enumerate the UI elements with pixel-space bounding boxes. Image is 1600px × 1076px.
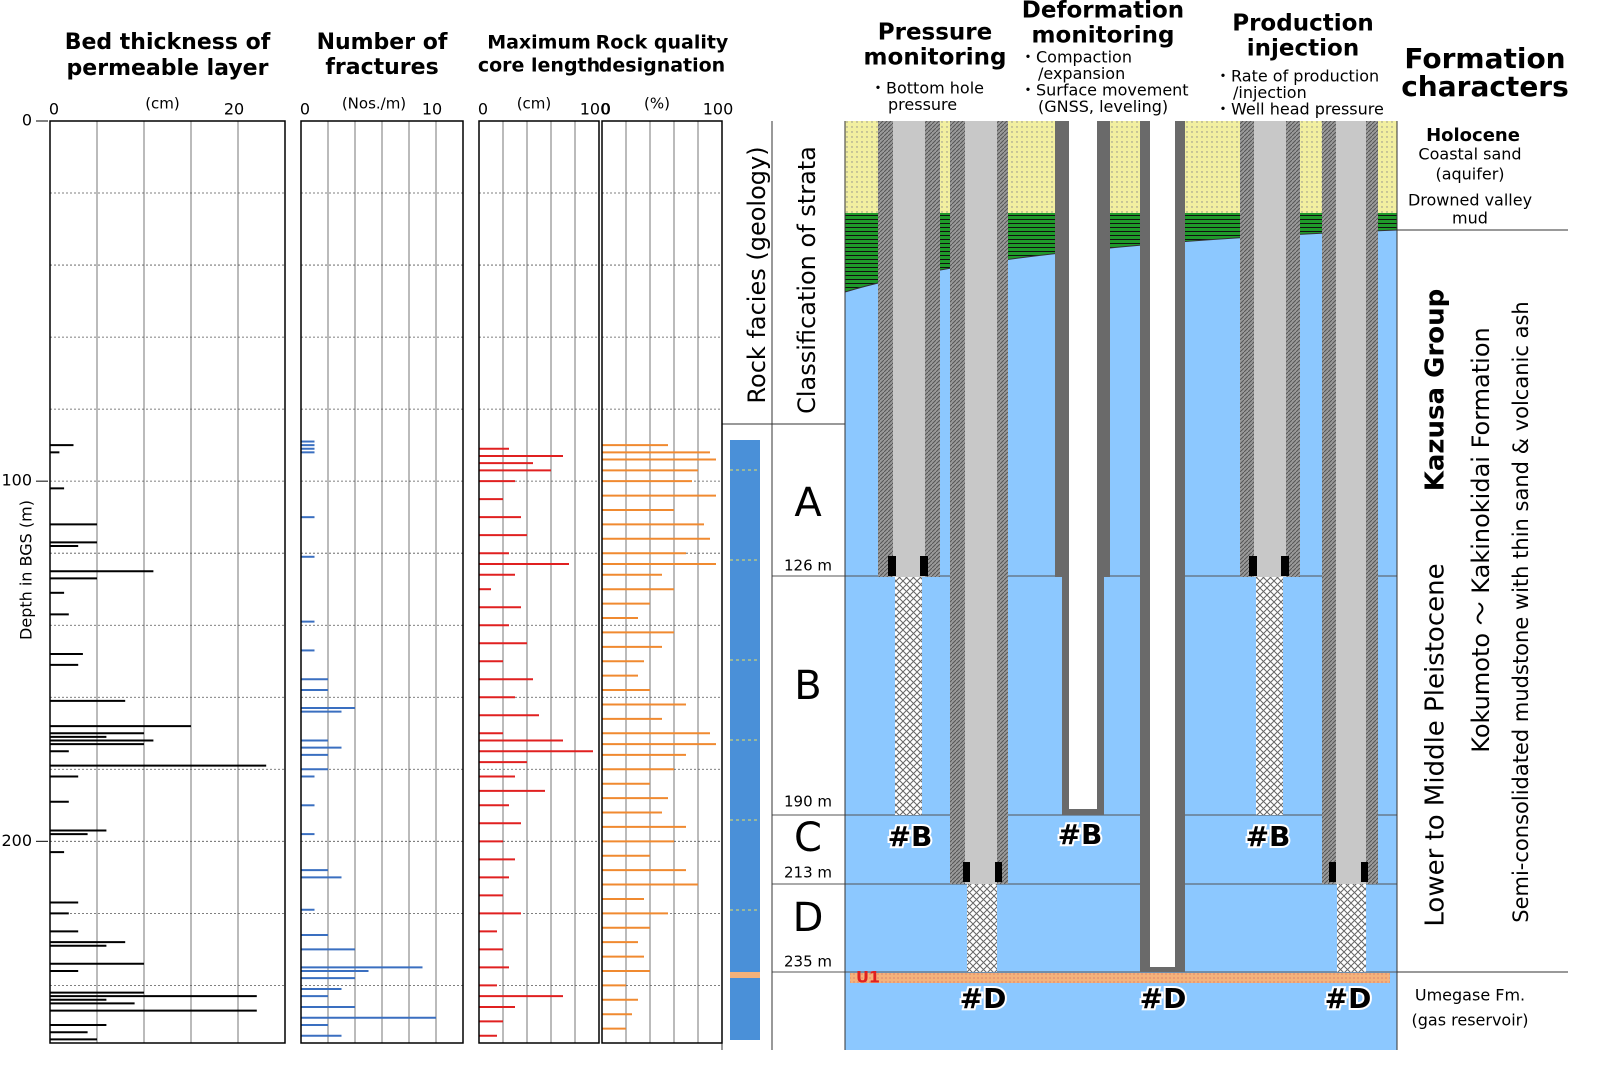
boundary-depth: 190 m: [784, 793, 832, 811]
monitoring-title: Deformation: [1022, 0, 1184, 24]
x-tick-label: 0: [478, 100, 488, 119]
unit-label: (Nos./m): [342, 95, 406, 113]
boundary-depth: 235 m: [784, 953, 832, 971]
formation-title: characters: [1401, 70, 1569, 103]
x-tick-label: 100: [703, 100, 734, 119]
panel-title: Number of: [317, 30, 448, 55]
monitoring-title: Production: [1232, 11, 1374, 37]
zone-label: B: [794, 663, 821, 709]
age: Lower to Middle Pleistocene: [1421, 563, 1451, 926]
holocene-note: mud: [1452, 209, 1488, 228]
monitoring-note: ・Rate of production: [1215, 67, 1379, 86]
well-label: #D: [1140, 982, 1187, 1015]
well-pressure-d: [950, 121, 1008, 972]
monitoring-title: injection: [1247, 36, 1359, 62]
boundary-depth: 213 m: [784, 864, 832, 882]
reservoir-note: Umegase Fm.: [1415, 986, 1525, 1005]
monitoring-note: ・Compaction: [1020, 48, 1132, 67]
y-tick-label: 200: [1, 831, 32, 850]
holocene-note: Coastal sand: [1418, 145, 1521, 164]
holocene-note: Drowned valley: [1408, 191, 1532, 210]
panel-title: fractures: [325, 55, 438, 80]
formation-title: Formation: [1404, 42, 1565, 75]
well-deformation-b: [1055, 121, 1110, 815]
monitoring-title: monitoring: [1032, 23, 1175, 49]
well-production-b: [1240, 121, 1300, 815]
facies-title: Rock facies (geology): [743, 146, 771, 403]
well-label: #D: [960, 982, 1007, 1015]
x-tick-label: 10: [422, 100, 442, 119]
well-deformation-d: [1140, 121, 1185, 972]
well-label: #D: [1325, 982, 1372, 1015]
x-tick-label: 0: [601, 100, 611, 119]
u1-label: U1: [856, 968, 880, 987]
monitoring-note: /injection: [1233, 83, 1307, 102]
well-label: #B: [1246, 820, 1291, 853]
holocene: Holocene: [1426, 125, 1520, 146]
y-tick-label: 100: [1, 471, 32, 490]
unit-label: (%): [644, 95, 670, 113]
facies-strip: [730, 440, 760, 1040]
formation-name: Kokumoto ～ Kakinokidai Formation: [1467, 327, 1495, 752]
holocene-note: (aquifer): [1435, 165, 1504, 184]
panel-title: Bed thickness of: [65, 30, 271, 55]
monitoring-note: ・Surface movement: [1020, 81, 1189, 100]
panel-frame: [601, 120, 723, 1044]
reservoir-note: (gas reservoir): [1412, 1011, 1529, 1030]
monitoring-note: (GNSS, leveling): [1038, 97, 1168, 116]
panel-title: Rock quality: [596, 32, 729, 54]
monitoring-note: ・Bottom hole: [870, 79, 984, 98]
monitoring-title: Pressure: [878, 20, 993, 46]
zone-label: C: [794, 815, 822, 861]
zone-label: A: [794, 480, 822, 526]
well-production-d: [1322, 121, 1378, 972]
x-tick-label: 20: [224, 100, 244, 119]
lithology: Semi-consolidated mudstone with thin san…: [1509, 301, 1533, 922]
depth-axis-label: Depth in BGS (m): [17, 500, 36, 640]
x-tick-label: 0: [300, 100, 310, 119]
panel-title: designation: [599, 55, 725, 77]
group: Kazusa Group: [1421, 289, 1451, 492]
unit-label: (cm): [517, 95, 552, 113]
panel-frame: [49, 120, 286, 1044]
well-pressure-b: [878, 121, 940, 815]
unit-label: (cm): [145, 95, 180, 113]
x-tick-label: 0: [49, 100, 59, 119]
well-label: #B: [1058, 818, 1103, 851]
panel-title: Maximum: [487, 32, 591, 54]
strata-title: Classification of strata: [793, 146, 821, 414]
panel-title: core length: [478, 55, 600, 77]
monitoring-note: pressure: [888, 95, 957, 114]
panel-frame: [300, 120, 464, 1044]
reservoir-top: [850, 973, 1390, 983]
well-section: [772, 121, 1398, 1050]
x-tick-label: 100: [580, 100, 611, 119]
panel-frame: [478, 120, 600, 1044]
monitoring-note: /expansion: [1038, 64, 1125, 83]
well-label: #B: [888, 820, 933, 853]
y-tick-label: 0: [22, 111, 32, 130]
monitoring-note: ・Well head pressure: [1215, 100, 1384, 119]
boundary-depth: 126 m: [784, 557, 832, 575]
panel-title: permeable layer: [67, 56, 269, 81]
zone-label: D: [793, 895, 824, 941]
monitoring-title: monitoring: [864, 45, 1007, 71]
